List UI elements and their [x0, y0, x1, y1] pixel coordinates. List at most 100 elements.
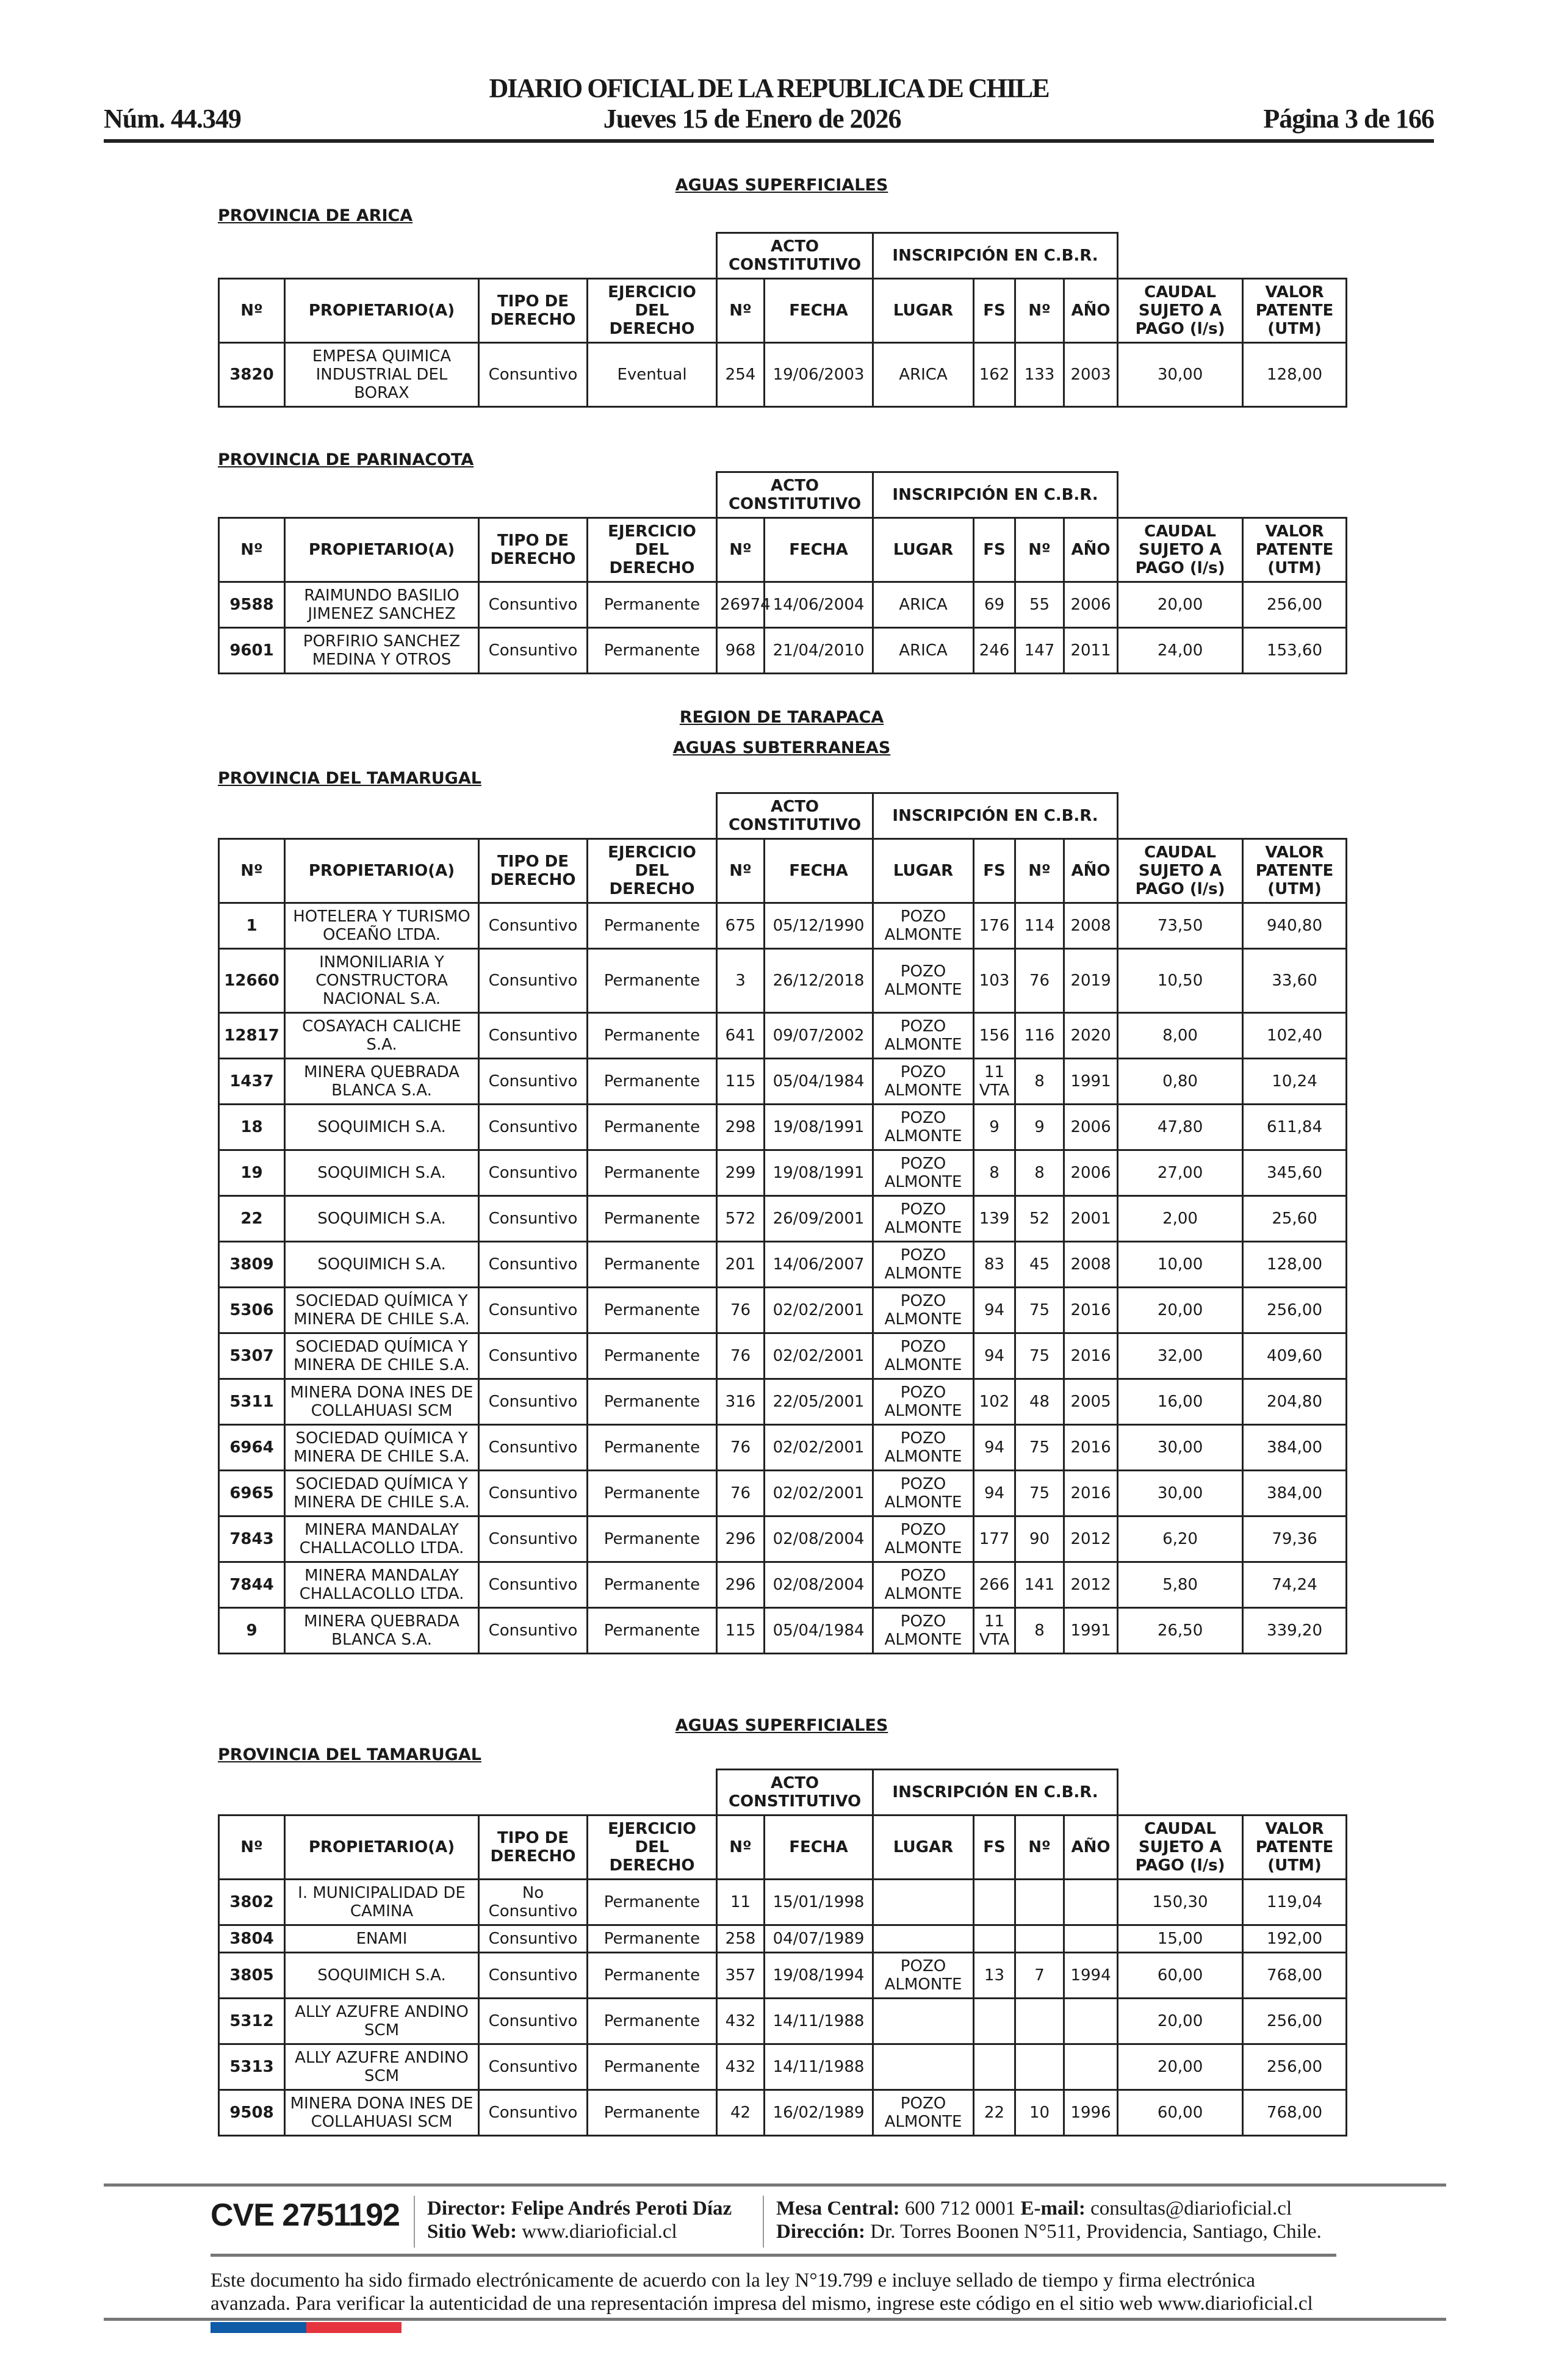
table-cell: SOCIEDAD QUÍMICA Y MINERA DE CHILE S.A. — [284, 1424, 480, 1471]
column-header: VALOR PATENTE (UTM) — [1242, 517, 1348, 583]
table-cell: 9588 — [218, 581, 286, 629]
table-cell: 9601 — [218, 627, 286, 674]
footer-director-block: Director: Felipe Andrés Peroti Díaz Siti… — [427, 2197, 732, 2243]
table-cell: 201 — [716, 1241, 765, 1288]
blank-header — [219, 233, 717, 279]
table-cell: 76 — [716, 1286, 765, 1334]
table-cell: Consuntivo — [478, 581, 588, 629]
table-cell: Consuntivo — [478, 1195, 588, 1242]
table-cell: 316 — [716, 1378, 765, 1426]
table-cell: Permanente — [586, 1997, 718, 2045]
table-cell: Permanente — [586, 1424, 718, 1471]
table-cell: 116 — [1014, 1012, 1065, 1059]
table-cell: 19 — [218, 1149, 286, 1197]
column-header: AÑO — [1063, 278, 1119, 344]
table-cell: 768,00 — [1242, 1952, 1348, 1999]
column-header: PROPIETARIO(A) — [284, 278, 480, 344]
table-cell: 30,00 — [1117, 1424, 1244, 1471]
table-cell — [1014, 1924, 1065, 1953]
column-header-row: Nº PROPIETARIO(A) TIPO DE DERECHO EJERCICIO… — [218, 838, 1348, 904]
table-cell: 1994 — [1063, 1952, 1119, 1999]
table-cell: 90 — [1014, 1515, 1065, 1563]
inscripcion-cbr-header: INSCRIPCIÓN EN C.B.R. — [872, 1769, 1119, 1816]
table-cell: 3820 — [218, 342, 286, 408]
table-cell — [1063, 2043, 1119, 2091]
blank-header — [219, 472, 717, 518]
table-cell: 55 — [1014, 581, 1065, 629]
table-cell: 9 — [973, 1103, 1017, 1151]
table-row: 9601 PORFIRIO SANCHEZ MEDINA Y OTROS Consu… — [218, 627, 1348, 674]
table-cell: 69 — [973, 581, 1017, 629]
table-cell: Permanente — [586, 1012, 718, 1059]
column-header: CAUDAL SUJETO A PAGO (l/s) — [1117, 517, 1244, 583]
table-cell: 15/01/1998 — [763, 1878, 874, 1926]
flag-stripe-red — [306, 2322, 402, 2333]
table-cell: 76 — [1014, 948, 1065, 1014]
table-row: 3802 I. MUNICIPALIDAD DE CAMINA No Consunt… — [218, 1878, 1348, 1926]
table-cell: 8 — [973, 1149, 1017, 1197]
region-heading: REGION DE TARAPACA — [679, 708, 884, 727]
table-cell: ENAMI — [284, 1924, 480, 1953]
table-cell: 22/05/2001 — [763, 1378, 874, 1426]
table-cell — [1063, 1878, 1119, 1926]
table-cell: 2012 — [1063, 1515, 1119, 1563]
table-cell — [1014, 2043, 1065, 2091]
column-header: CAUDAL SUJETO A PAGO (l/s) — [1117, 278, 1244, 344]
table-cell: 675 — [716, 902, 765, 950]
table-cell: Permanente — [586, 1195, 718, 1242]
table-cell: 2003 — [1063, 342, 1119, 408]
table-row: 5312 ALLY AZUFRE ANDINO SCM Consuntivo Perm… — [218, 1997, 1348, 2045]
table-cell: 1991 — [1063, 1058, 1119, 1105]
column-header: Nº — [218, 517, 286, 583]
blank-header — [1118, 1770, 1347, 1816]
table-row: 5311 MINERA DONA INES DE COLLAHUASI SCM Co… — [218, 1378, 1348, 1426]
table-row: 3805 SOQUIMICH S.A. Consuntivo Permanente 35… — [218, 1952, 1348, 1999]
table-cell: 299 — [716, 1149, 765, 1197]
table-cell: Consuntivo — [478, 2043, 588, 2091]
table-cell: 33,60 — [1242, 948, 1348, 1014]
table-cell: 2008 — [1063, 902, 1119, 950]
table-cell: ARICA — [872, 581, 975, 629]
table-cell: 8 — [1014, 1058, 1065, 1105]
email-label: E-mail: — [1020, 2198, 1086, 2220]
column-header: Nº — [1014, 1814, 1065, 1880]
table-cell: Permanente — [586, 581, 718, 629]
table-cell: ALLY AZUFRE ANDINO SCM — [284, 1997, 480, 2045]
table-cell: 156 — [973, 1012, 1017, 1059]
column-header: FECHA — [763, 1814, 874, 1880]
table-cell: EMPESA QUIMICA INDUSTRIAL DEL BORAX — [284, 342, 480, 408]
table-cell: 75 — [1014, 1332, 1065, 1380]
address: Dr. Torres Boonen N°511, Providencia, Sa… — [870, 2221, 1322, 2243]
table-row: 6965 SOCIEDAD QUÍMICA Y MINERA DE CHILE S… — [218, 1469, 1348, 1517]
website-link[interactable]: www.diarioficial.cl — [522, 2221, 677, 2243]
table-cell: Permanente — [586, 1952, 718, 1999]
table-cell: 2001 — [1063, 1195, 1119, 1242]
blank-header — [1118, 472, 1347, 518]
table-cell: 2020 — [1063, 1012, 1119, 1059]
table-cell — [1014, 1997, 1065, 2045]
table-cell: 5311 — [218, 1378, 286, 1426]
table-cell: 02/08/2004 — [763, 1561, 874, 1609]
table-cell: 10,50 — [1117, 948, 1244, 1014]
table-cell: Consuntivo — [478, 1424, 588, 1471]
table-cell: 10,00 — [1117, 1241, 1244, 1288]
table-cell: Consuntivo — [478, 1012, 588, 1059]
column-header: TIPO DE DERECHO — [478, 517, 588, 583]
table-cell: Permanente — [586, 1103, 718, 1151]
table-cell: MINERA DONA INES DE COLLAHUASI SCM — [284, 2089, 480, 2137]
table-cell: SOCIEDAD QUÍMICA Y MINERA DE CHILE S.A. — [284, 1469, 480, 1517]
table-cell: 2012 — [1063, 1561, 1119, 1609]
table-cell: 2016 — [1063, 1469, 1119, 1517]
table-cell: 3809 — [218, 1241, 286, 1288]
table-cell: 26974 — [716, 581, 771, 629]
table-cell: 05/04/1984 — [763, 1058, 874, 1105]
table-cell: 572 — [716, 1195, 765, 1242]
table-cell: 7843 — [218, 1515, 286, 1563]
table-cell: 02/08/2004 — [763, 1515, 874, 1563]
table-cell: SOQUIMICH S.A. — [284, 1149, 480, 1197]
column-header: LUGAR — [872, 517, 975, 583]
table-row: 5313 ALLY AZUFRE ANDINO SCM Consuntivo Perm… — [218, 2043, 1348, 2091]
table-cell: 102 — [973, 1378, 1017, 1426]
table-cell: 5306 — [218, 1286, 286, 1334]
email-link[interactable]: consultas@diarioficial.cl — [1090, 2198, 1292, 2220]
